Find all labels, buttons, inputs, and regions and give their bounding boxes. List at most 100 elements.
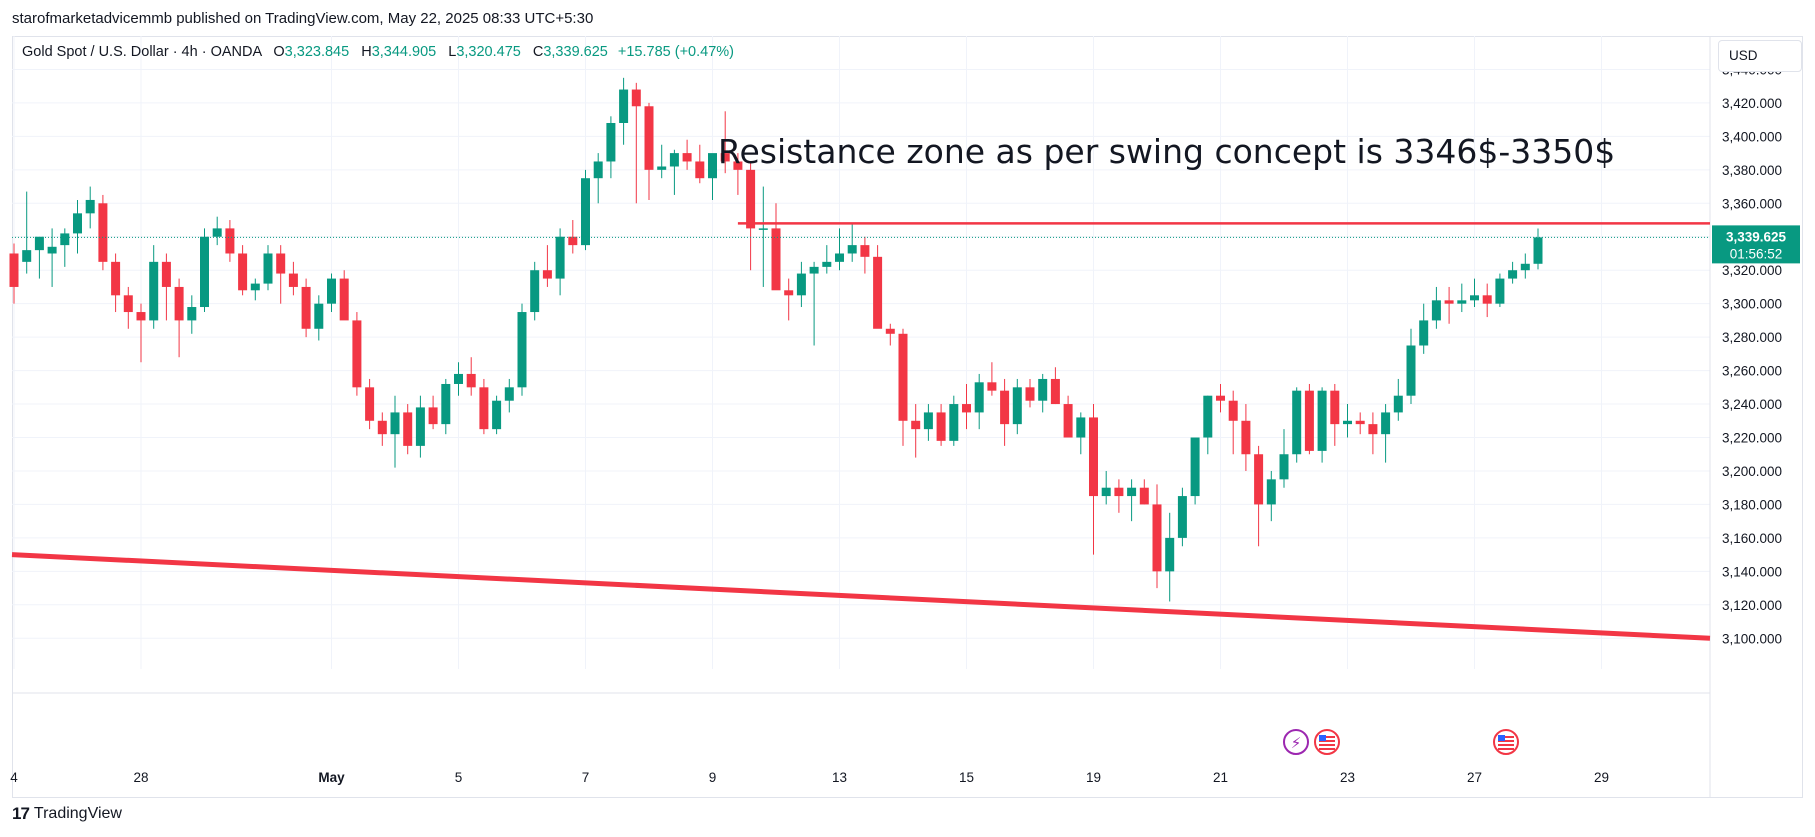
y-tick-label: 3,160.000 xyxy=(1722,531,1782,546)
candle-body xyxy=(98,203,108,262)
candle-body xyxy=(593,161,603,179)
candle-body xyxy=(1444,300,1454,304)
candle-body xyxy=(809,266,819,274)
candle-body xyxy=(339,278,349,321)
legend-close-label: C xyxy=(532,44,544,60)
candle-body xyxy=(492,400,502,430)
legend-open: 3,323.845 xyxy=(284,44,350,60)
candle-body xyxy=(1089,417,1098,497)
candle-body xyxy=(771,228,781,291)
candle-body xyxy=(1127,487,1137,497)
x-tick-label: 4 xyxy=(10,770,18,785)
candle-body xyxy=(1495,278,1505,304)
candle-body xyxy=(415,407,425,446)
candle-body xyxy=(1279,454,1289,480)
candle-body xyxy=(911,420,921,430)
candle-body xyxy=(479,387,489,430)
candle-body xyxy=(238,253,248,291)
candle-body xyxy=(1457,300,1467,304)
candle-body xyxy=(720,153,730,162)
publisher-line: starofmarketadvicemmb published on Tradi… xyxy=(12,10,594,27)
x-tick-label: 5 xyxy=(455,770,463,785)
flag-stripe xyxy=(1319,740,1335,742)
flag-stripe xyxy=(1319,748,1335,750)
candle-body xyxy=(9,253,19,287)
candle-body xyxy=(377,420,387,435)
candle-body xyxy=(619,89,629,123)
candle-body xyxy=(250,283,260,291)
y-tick-label: 3,420.000 xyxy=(1722,96,1782,111)
flag-stripe xyxy=(1319,736,1335,738)
candle-body xyxy=(327,278,336,304)
x-tick-label: 19 xyxy=(1086,770,1101,785)
candle-body xyxy=(695,161,705,179)
candle-body xyxy=(1381,412,1391,435)
ohlc-legend: Gold Spot / U.S. Dollar · 4h · OANDA O3,… xyxy=(22,44,734,60)
x-tick-label: May xyxy=(318,770,345,785)
x-tick-label: 27 xyxy=(1467,770,1482,785)
x-tick-label: 7 xyxy=(582,770,590,785)
candle-body xyxy=(898,333,908,421)
flag-stripe xyxy=(1498,748,1514,750)
annotation-text[interactable]: Resistance zone as per swing concept is … xyxy=(718,132,1615,171)
currency-button[interactable]: USD xyxy=(1718,40,1802,72)
y-tick-label: 3,200.000 xyxy=(1722,464,1782,479)
y-tick-label: 3,240.000 xyxy=(1722,397,1782,412)
candle-body xyxy=(669,153,679,167)
y-tick-label: 3,400.000 xyxy=(1722,129,1782,144)
candle-body xyxy=(1101,487,1111,497)
lightning-event-icon[interactable] xyxy=(1283,729,1309,755)
legend-high-label: H xyxy=(361,44,372,60)
candle-body xyxy=(1470,295,1479,301)
current-price-value: 3,339.625 xyxy=(1726,229,1787,244)
candle-body xyxy=(441,383,451,425)
candle-body xyxy=(657,166,667,170)
candle-body xyxy=(758,228,768,230)
flag-stripe xyxy=(1498,744,1514,746)
candle-body xyxy=(885,328,895,334)
candle-body xyxy=(1406,345,1416,396)
tradingview-logo[interactable]: 17 TradingView xyxy=(12,804,122,824)
legend-high: 3,344.905 xyxy=(371,44,437,60)
legend-symbol[interactable]: Gold Spot / U.S. Dollar · 4h · OANDA xyxy=(22,44,262,60)
x-tick-label: 15 xyxy=(959,770,974,785)
y-tick-label: 3,100.000 xyxy=(1722,631,1782,646)
candle-body xyxy=(784,290,794,296)
candle-body xyxy=(581,178,590,246)
flag-stripe xyxy=(1498,740,1514,742)
candle-body xyxy=(1368,424,1378,435)
candle-body xyxy=(1330,390,1340,425)
candle-body xyxy=(314,303,324,329)
lightning-glyph: ⚡ xyxy=(1291,734,1302,752)
candle-body xyxy=(85,199,95,214)
candle-body xyxy=(1025,387,1035,401)
candle-body xyxy=(288,273,298,287)
x-tick-label: 13 xyxy=(832,770,847,785)
candle-body xyxy=(47,246,57,254)
candle-body xyxy=(1203,395,1213,438)
candle-body xyxy=(1038,378,1048,401)
support-trendline[interactable] xyxy=(11,552,1711,641)
flag-canton xyxy=(1319,735,1326,741)
candle-body xyxy=(936,412,946,441)
candle-body xyxy=(200,236,209,308)
current-price-tag xyxy=(1712,225,1800,264)
x-tick-label: 28 xyxy=(133,770,148,785)
candle-body xyxy=(1393,395,1403,413)
candle-body xyxy=(949,404,959,441)
candle-body xyxy=(1177,496,1187,538)
candle-body xyxy=(1114,487,1124,497)
candle-body xyxy=(123,295,133,313)
candle-body xyxy=(22,250,32,262)
candle-body xyxy=(847,245,857,254)
candle-body xyxy=(1254,454,1264,505)
candle-body xyxy=(136,312,146,321)
candle-body xyxy=(1520,263,1530,271)
legend-close: 3,339.625 xyxy=(543,44,608,60)
candle-body xyxy=(923,412,933,430)
legend-change: +15.785 (+0.47%) xyxy=(617,44,734,60)
candle-body xyxy=(1165,537,1175,572)
candle-body xyxy=(1050,378,1060,405)
candle-body xyxy=(1228,400,1238,421)
